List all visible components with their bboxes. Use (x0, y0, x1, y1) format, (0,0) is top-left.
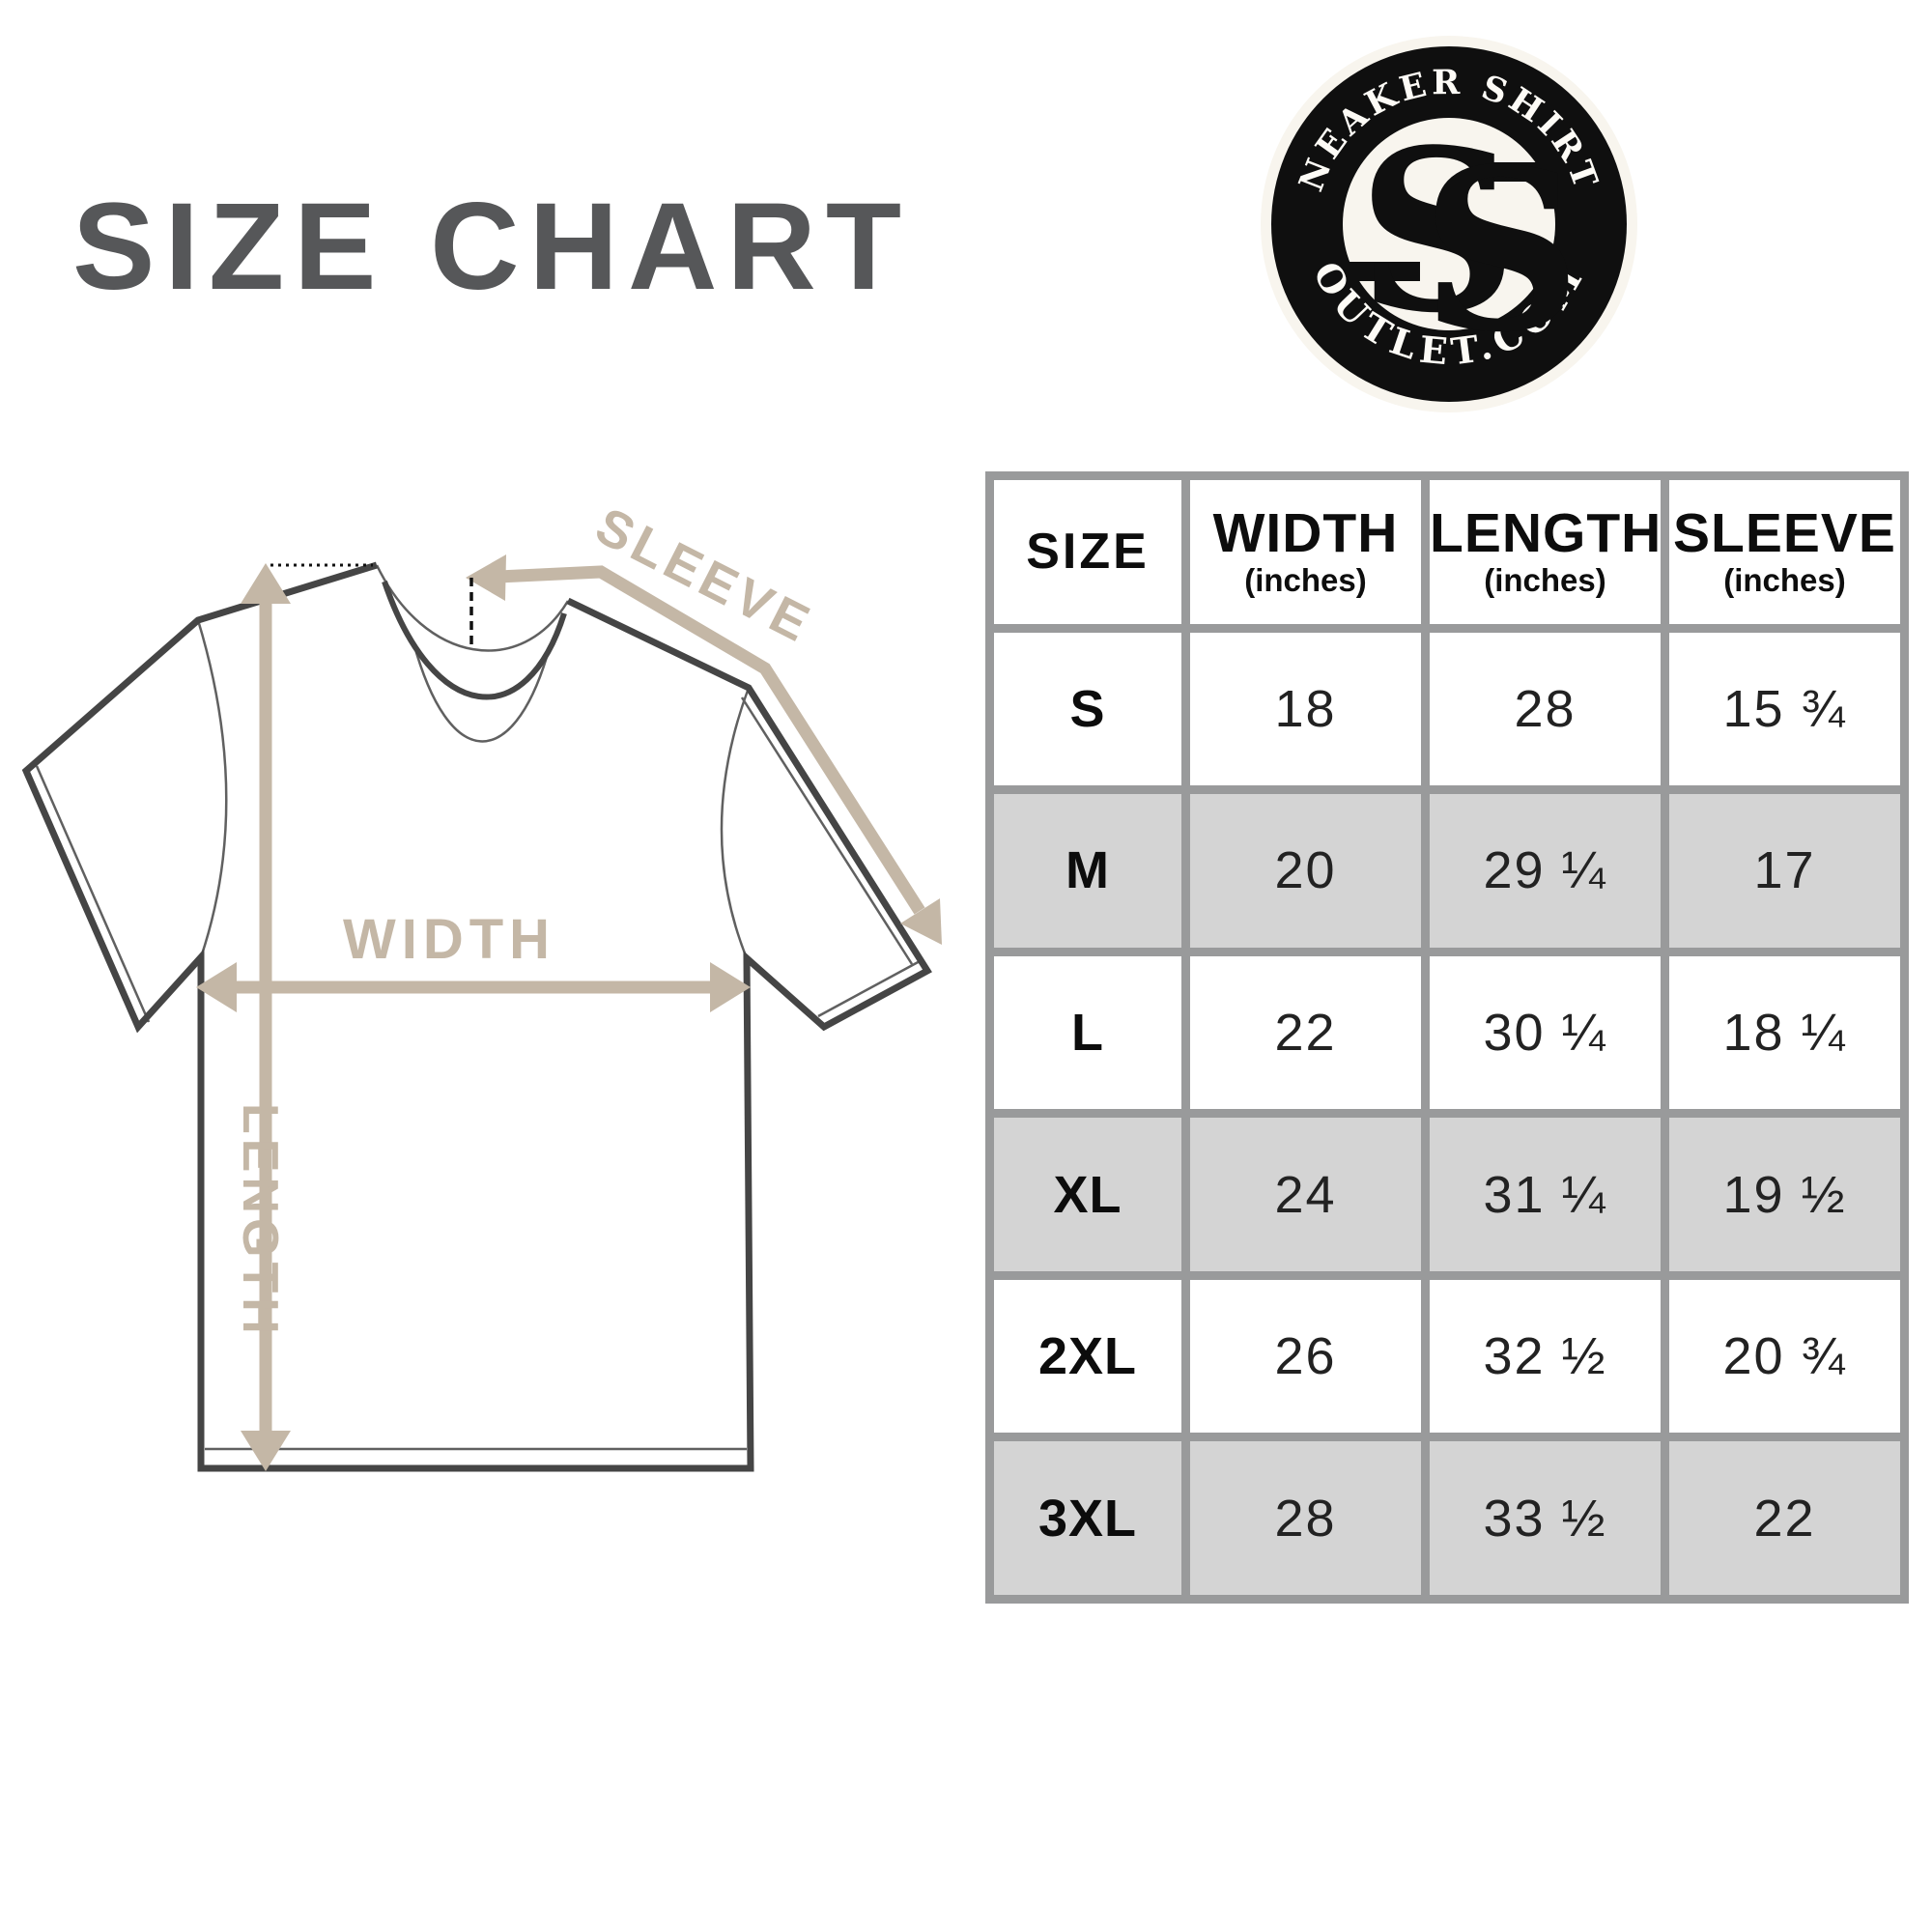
sleeve-arrow-line (478, 565, 925, 915)
sleeve-value: 17 (1753, 841, 1816, 900)
length-arrow-head-bottom (241, 1431, 291, 1471)
header-width: WIDTH (inches) (1181, 471, 1430, 633)
table-row-m: M 20 29 ¼ 17 (985, 785, 1909, 956)
size-label: 3XL (1037, 1489, 1138, 1548)
tshirt-collar-rib (382, 581, 567, 700)
monogram-s-1: S (1357, 101, 1518, 362)
length-value: 33 ½ (1483, 1489, 1607, 1548)
size-label: 2XL (1037, 1327, 1138, 1386)
sleeve-arrow-head-left (466, 554, 506, 601)
length-value: 32 ½ (1483, 1327, 1607, 1386)
size-table: SIZE WIDTH (inches) LENGTH (inches) SLEE… (985, 471, 1909, 1604)
measurement-arrows (196, 554, 942, 1471)
table-row-3xl: 3XL 28 33 ½ 22 (985, 1433, 1909, 1604)
page-title: SIZE CHART (72, 178, 911, 316)
size-label: XL (1053, 1165, 1122, 1224)
sleeve-arrow-head-end (900, 898, 942, 945)
tshirt-measurement-diagram: WIDTH LENGTH SLEEVE (0, 415, 976, 1642)
size-label: L (1071, 1003, 1104, 1062)
tshirt-seam-lines (35, 564, 923, 1451)
sleeve-value: 19 ½ (1722, 1165, 1847, 1224)
header-sleeve-label: SLEEVE (1673, 502, 1896, 565)
width-value: 24 (1274, 1165, 1337, 1224)
ss-monogram-icon: S S (1348, 101, 1581, 382)
width-value: 26 (1274, 1327, 1337, 1386)
header-length-unit: (inches) (1484, 562, 1606, 599)
length-value: 30 ¼ (1483, 1003, 1607, 1062)
width-arrow-head-left (196, 962, 237, 1012)
header-width-unit: (inches) (1244, 562, 1367, 599)
sleeve-value: 22 (1753, 1489, 1816, 1548)
sleeve-value: 18 ¼ (1722, 1003, 1847, 1062)
header-length: LENGTH (inches) (1421, 471, 1669, 633)
sleeve-value: 20 ¾ (1722, 1327, 1847, 1386)
tshirt-diagram-svg: WIDTH LENGTH SLEEVE (21, 497, 942, 1472)
header-length-label: LENGTH (1430, 502, 1662, 565)
size-label: S (1069, 679, 1106, 738)
header-sleeve-unit: (inches) (1723, 562, 1846, 599)
table-row-l: L 22 30 ¼ 18 ¼ (985, 947, 1909, 1119)
header-sleeve: SLEEVE (inches) (1661, 471, 1909, 633)
table-header-row: SIZE WIDTH (inches) LENGTH (inches) SLEE… (985, 471, 1909, 633)
brand-logo-badge: SNEAKER SHIRTS OUTLET.COM S S (1236, 0, 1647, 422)
width-label: WIDTH (343, 908, 555, 971)
length-label: LENGTH (232, 1103, 288, 1339)
length-value: 28 (1514, 679, 1577, 738)
tshirt-outline (21, 561, 932, 1472)
brand-logo-icon: SNEAKER SHIRTS OUTLET.COM S S (1236, 0, 1637, 412)
header-size-label: SIZE (1026, 524, 1150, 581)
width-value: 22 (1274, 1003, 1337, 1062)
length-value: 31 ¼ (1483, 1165, 1607, 1224)
monogram-s-2: S (1421, 121, 1581, 382)
size-label: M (1065, 841, 1110, 900)
header-width-label: WIDTH (1212, 502, 1399, 565)
width-arrow-line (230, 980, 717, 994)
width-value: 20 (1274, 841, 1337, 900)
length-arrow-line (259, 595, 272, 1437)
header-size: SIZE (985, 471, 1190, 633)
tshirt-body (26, 565, 927, 1468)
table-row-s: S 18 28 15 ¾ (985, 623, 1909, 795)
table-row-2xl: 2XL 26 32 ½ 20 ¾ (985, 1270, 1909, 1442)
width-arrow-head-right (710, 962, 751, 1012)
width-value: 28 (1274, 1489, 1337, 1548)
length-arrow-head-top (241, 563, 291, 604)
sleeve-value: 15 ¾ (1722, 679, 1847, 738)
size-table-grid: SIZE WIDTH (inches) LENGTH (inches) SLEE… (985, 471, 1909, 1604)
length-value: 29 ¼ (1483, 841, 1607, 900)
table-row-xl: XL 24 31 ¼ 19 ½ (985, 1109, 1909, 1280)
width-value: 18 (1274, 679, 1337, 738)
